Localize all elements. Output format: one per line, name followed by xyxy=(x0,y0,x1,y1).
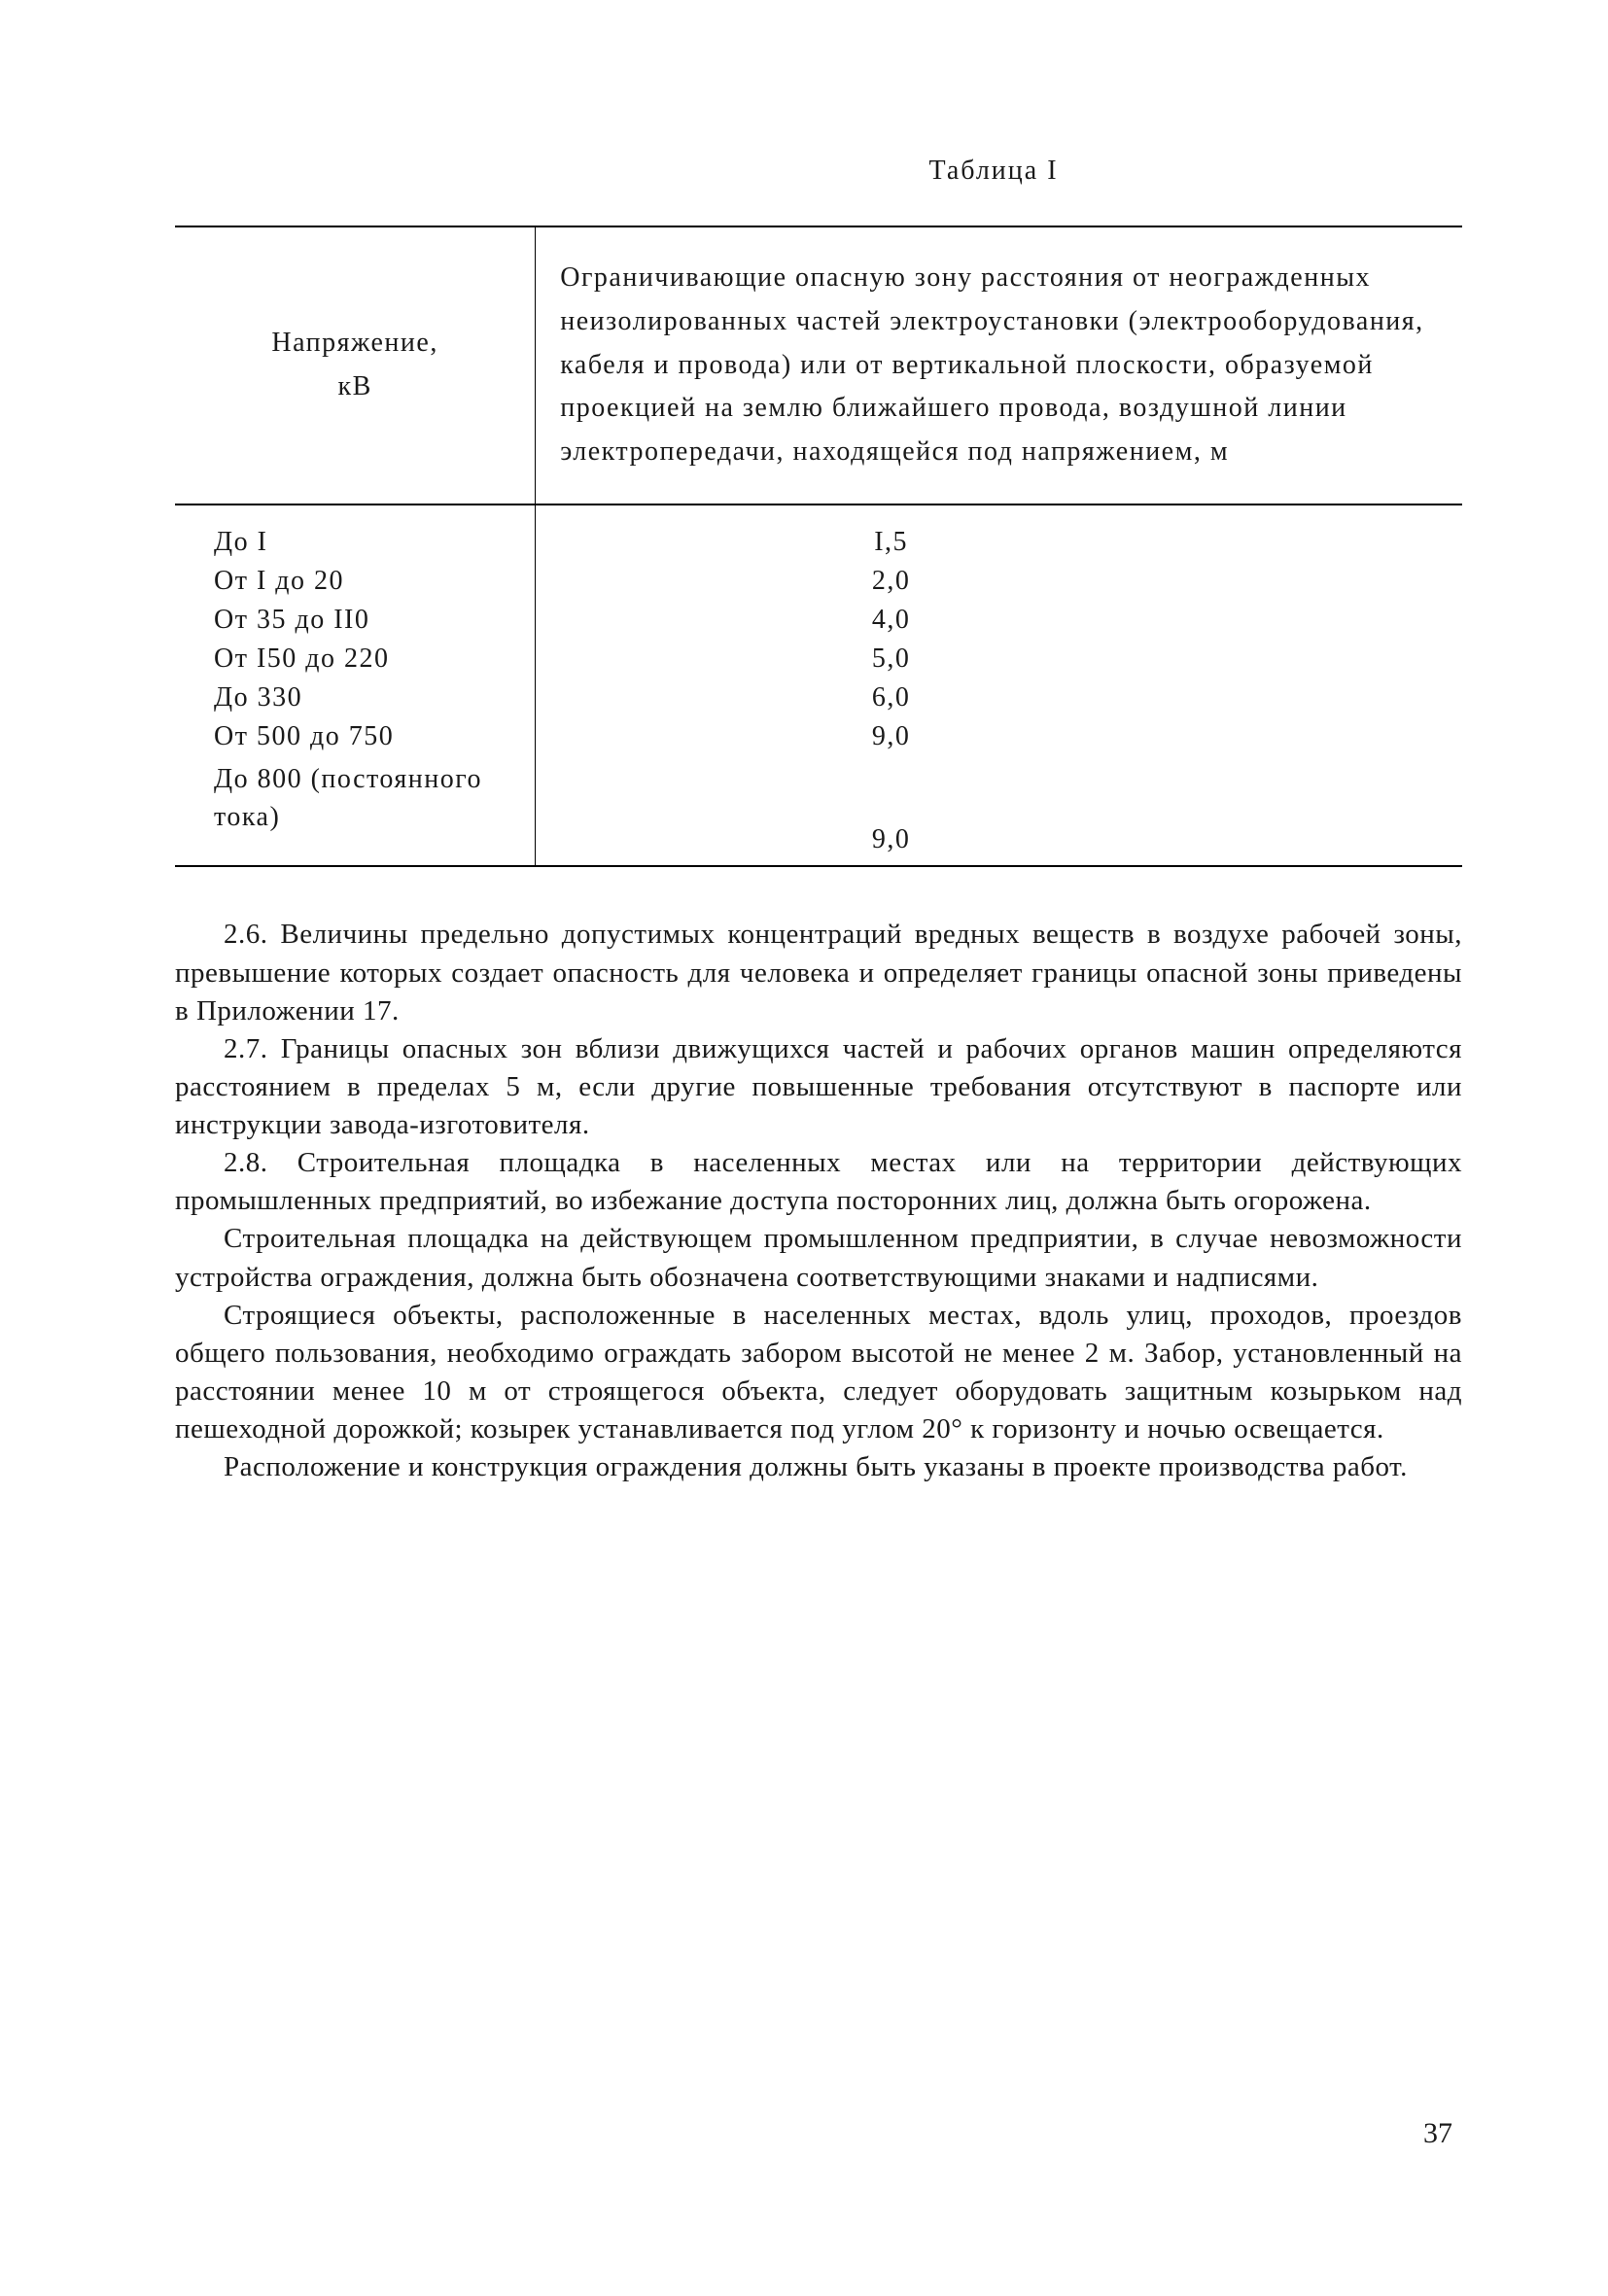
cell-voltage: До I xyxy=(175,504,536,562)
paragraph-2-8b: Строительная площадка на действующем про… xyxy=(175,1220,1462,1296)
cell-voltage: От I до 20 xyxy=(175,562,536,601)
paragraph-2-7: 2.7. Границы опасных зон вблизи движущих… xyxy=(175,1030,1462,1144)
header-voltage: Напряжение, кВ xyxy=(175,226,536,504)
cell-distance: 5,0 xyxy=(536,640,1462,678)
body-text-block: 2.6. Величины предельно допустимых конце… xyxy=(175,916,1462,1486)
table-row: До I I,5 xyxy=(175,504,1462,562)
cell-voltage: До 330 xyxy=(175,678,536,717)
table-row: От I до 20 2,0 xyxy=(175,562,1462,601)
voltage-distance-table: Напряжение, кВ Ограничивающие опасную зо… xyxy=(175,226,1462,867)
paragraph-2-8: 2.8. Строительная площадка в населенных … xyxy=(175,1144,1462,1220)
cell-voltage: От 500 до 750 xyxy=(175,717,536,756)
table-header-row: Напряжение, кВ Ограничивающие опасную зо… xyxy=(175,226,1462,504)
table-row: От 500 до 750 9,0 xyxy=(175,717,1462,756)
paragraph-2-8d: Расположение и конструкция ограждения до… xyxy=(175,1448,1462,1486)
table-caption: Таблица I xyxy=(175,156,1462,187)
table-row: От 35 до II0 4,0 xyxy=(175,601,1462,640)
table-row: До 330 6,0 xyxy=(175,678,1462,717)
cell-distance: 4,0 xyxy=(536,601,1462,640)
cell-distance: 6,0 xyxy=(536,678,1462,717)
page-number: 37 xyxy=(1423,2117,1452,2150)
cell-distance: 9,0 xyxy=(536,717,1462,756)
cell-distance: I,5 xyxy=(536,504,1462,562)
paragraph-2-6: 2.6. Величины предельно допустимых конце… xyxy=(175,916,1462,1029)
cell-voltage: До 800 (постоянного тока) xyxy=(175,756,536,866)
table-row: До 800 (постоянного тока) 9,0 xyxy=(175,756,1462,866)
header-distance: Ограничивающие опасную зону расстояния о… xyxy=(536,226,1462,504)
cell-distance: 9,0 xyxy=(536,756,1462,866)
cell-voltage: От I50 до 220 xyxy=(175,640,536,678)
paragraph-2-8c: Строящиеся объекты, расположенные в насе… xyxy=(175,1297,1462,1449)
cell-distance: 2,0 xyxy=(536,562,1462,601)
table-row: От I50 до 220 5,0 xyxy=(175,640,1462,678)
cell-voltage: От 35 до II0 xyxy=(175,601,536,640)
